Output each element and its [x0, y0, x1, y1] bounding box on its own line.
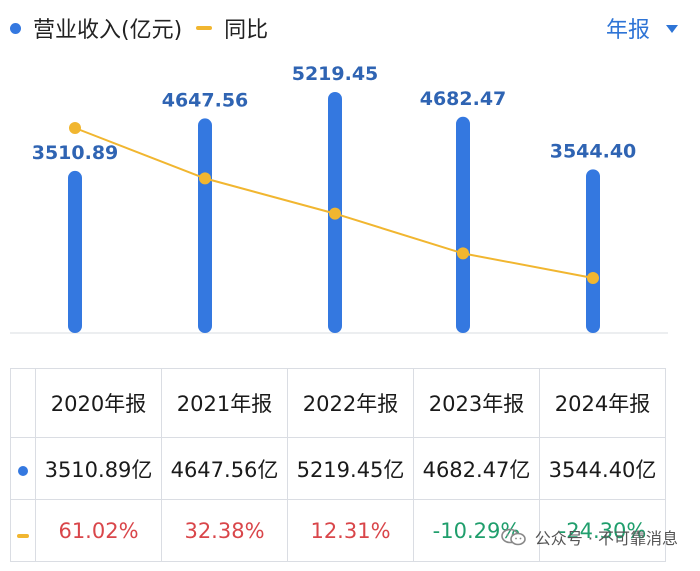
revenue-cell: 4647.56亿 [161, 437, 288, 500]
table-corner-cell [10, 368, 36, 438]
revenue-marker-cell [10, 437, 36, 500]
revenue-cell: 5219.45亿 [287, 437, 414, 500]
revenue-bar[interactable] [456, 116, 470, 333]
legend-yoy[interactable]: 同比 [196, 12, 268, 44]
chart-legend: 营业收入(亿元) 同比 [10, 12, 282, 44]
watermark: 公众号 · 不可靠消息 [500, 525, 678, 549]
watermark-text: 公众号 · 不可靠消息 [534, 529, 678, 548]
yoy-line-icon [17, 533, 29, 538]
table-header-cell: 2020年报 [35, 368, 162, 438]
bar-value-label: 3510.89 [32, 142, 119, 164]
bar-value-label: 4647.56 [162, 89, 249, 111]
caret-down-icon [666, 25, 678, 33]
table-header-row: 2020年报 2021年报 2022年报 2023年报 2024年报 [10, 368, 666, 438]
bar-value-label: 3544.40 [550, 140, 637, 162]
points-group [69, 122, 599, 284]
legend-line-icon [196, 26, 213, 30]
table-header-cell: 2022年报 [287, 368, 414, 438]
revenue-bar[interactable] [586, 169, 600, 333]
legend-yoy-label: 同比 [224, 18, 269, 43]
yoy-point[interactable] [329, 207, 341, 220]
table-row-revenue: 3510.89亿 4647.56亿 5219.45亿 4682.47亿 3544… [10, 437, 666, 500]
yoy-cell: 12.31% [287, 499, 414, 562]
summary-table: 2020年报 2021年报 2022年报 2023年报 2024年报 3510.… [10, 368, 666, 562]
yoy-marker-cell [10, 499, 36, 562]
yoy-cell: 61.02% [35, 499, 162, 562]
bar-value-label: 5219.45 [292, 63, 379, 85]
yoy-point[interactable] [199, 172, 211, 185]
yoy-point[interactable] [587, 272, 599, 284]
table-header-cell: 2024年报 [539, 368, 666, 438]
period-selector[interactable]: 年报 [606, 12, 678, 44]
yoy-point[interactable] [457, 247, 469, 260]
yoy-cell: 32.38% [161, 499, 288, 562]
legend-revenue-label: 营业收入(亿元) [33, 18, 183, 43]
revenue-chart: 3510.89 4647.56 5219.45 4682.47 3544.40 [10, 63, 668, 334]
bar-value-label: 4682.47 [420, 88, 507, 110]
revenue-dot-icon [18, 465, 28, 476]
yoy-cell: -24.30% [539, 499, 666, 562]
yoy-point[interactable] [69, 122, 81, 134]
bars-group [68, 92, 600, 334]
period-selector-label: 年报 [605, 18, 650, 43]
labels-group: 3510.89 4647.56 5219.45 4682.47 3544.40 [32, 63, 637, 164]
table-header-cell: 2021年报 [161, 368, 288, 438]
table-row-yoy: 61.02% 32.38% 12.31% -10.29% -24.30% [10, 499, 666, 562]
revenue-bar[interactable] [68, 170, 82, 333]
revenue-cell: 3510.89亿 [35, 437, 162, 500]
legend-dot-icon [10, 22, 21, 34]
table-header-cell: 2023年报 [413, 368, 540, 438]
revenue-bar[interactable] [198, 118, 212, 334]
yoy-cell: -10.29% [413, 499, 540, 562]
revenue-cell: 4682.47亿 [413, 437, 540, 500]
legend-revenue[interactable]: 营业收入(亿元) [10, 12, 182, 44]
revenue-cell: 3544.40亿 [539, 437, 666, 500]
wechat-icon [500, 528, 526, 546]
